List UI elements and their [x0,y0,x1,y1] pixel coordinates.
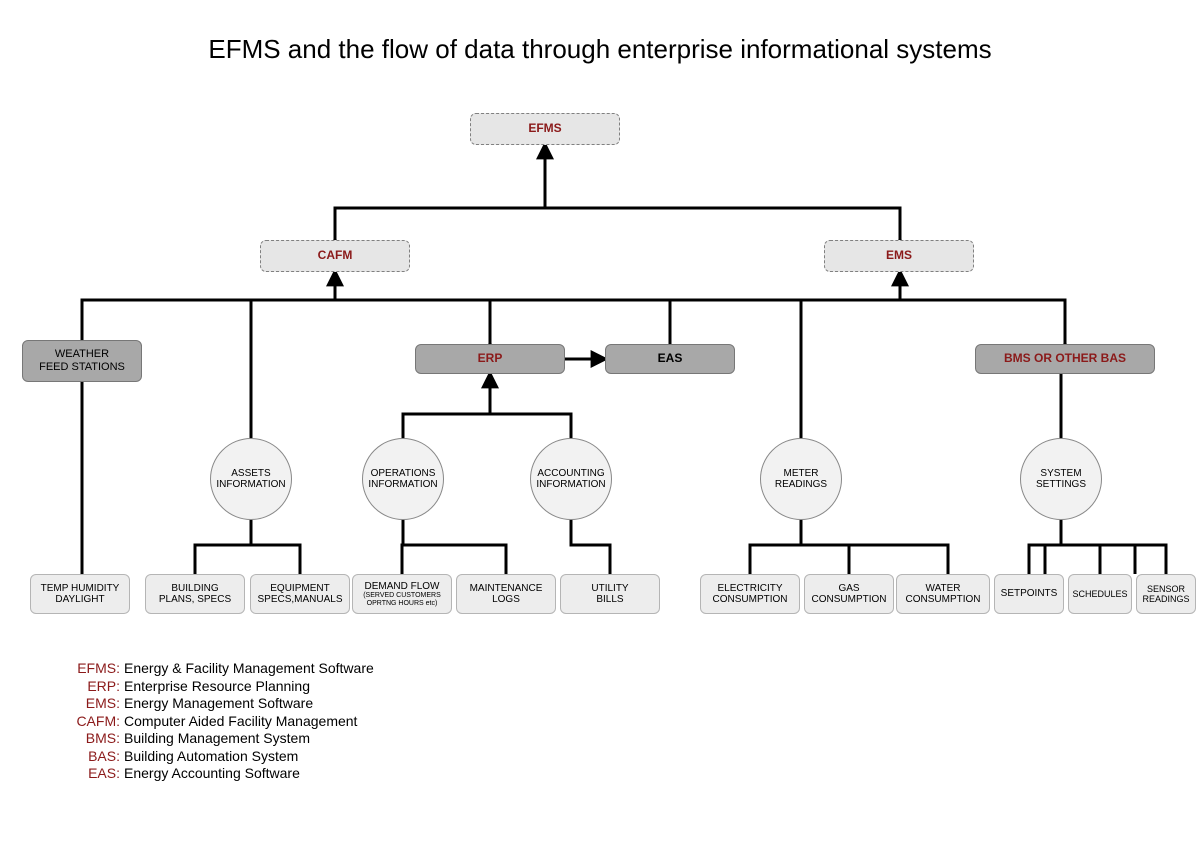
node-equip: EQUIPMENT SPECS,MANUALS [250,574,350,614]
node-ops: OPERATIONS INFORMATION [362,438,444,520]
legend-row: BMS: Building Management System [60,730,374,748]
legend-row: EFMS: Energy & Facility Management Softw… [60,660,374,678]
node-cafm: CAFM [260,240,410,272]
node-gas: GAS CONSUMPTION [804,574,894,614]
node-temp: TEMP HUMIDITY DAYLIGHT [30,574,130,614]
legend-row: ERP: Enterprise Resource Planning [60,678,374,696]
node-acct: ACCOUNTING INFORMATION [530,438,612,520]
legend-row: BAS: Building Automation System [60,748,374,766]
node-erp: ERP [415,344,565,374]
node-meter: METER READINGS [760,438,842,520]
node-sensorF: SENSOR READINGS [1136,574,1196,614]
legend-row: EMS: Energy Management Software [60,695,374,713]
node-sched: SCHEDULES [1068,574,1132,614]
diagram-title: EFMS and the flow of data through enterp… [0,34,1200,65]
node-bms: BMS OR OTHER BAS [975,344,1155,374]
node-efms: EFMS [470,113,620,145]
node-eas: EAS [605,344,735,374]
node-maint: MAINTENANCE LOGS [456,574,556,614]
legend-row: CAFM: Computer Aided Facility Management [60,713,374,731]
node-assets: ASSETS INFORMATION [210,438,292,520]
node-setp: SETPOINTS [994,574,1064,614]
legend-row: EAS: Energy Accounting Software [60,765,374,783]
legend: EFMS: Energy & Facility Management Softw… [60,660,374,783]
node-weather: WEATHER FEED STATIONS [22,340,142,382]
node-sys: SYSTEM SETTINGS [1020,438,1102,520]
node-ems: EMS [824,240,974,272]
node-utility: UTILITY BILLS [560,574,660,614]
node-bplans: BUILDING PLANS, SPECS [145,574,245,614]
node-demand: DEMAND FLOW(SERVED CUSTOMERS OPRTNG HOUR… [352,574,452,614]
node-elec: ELECTRICITY CONSUMPTION [700,574,800,614]
node-water: WATER CONSUMPTION [896,574,990,614]
